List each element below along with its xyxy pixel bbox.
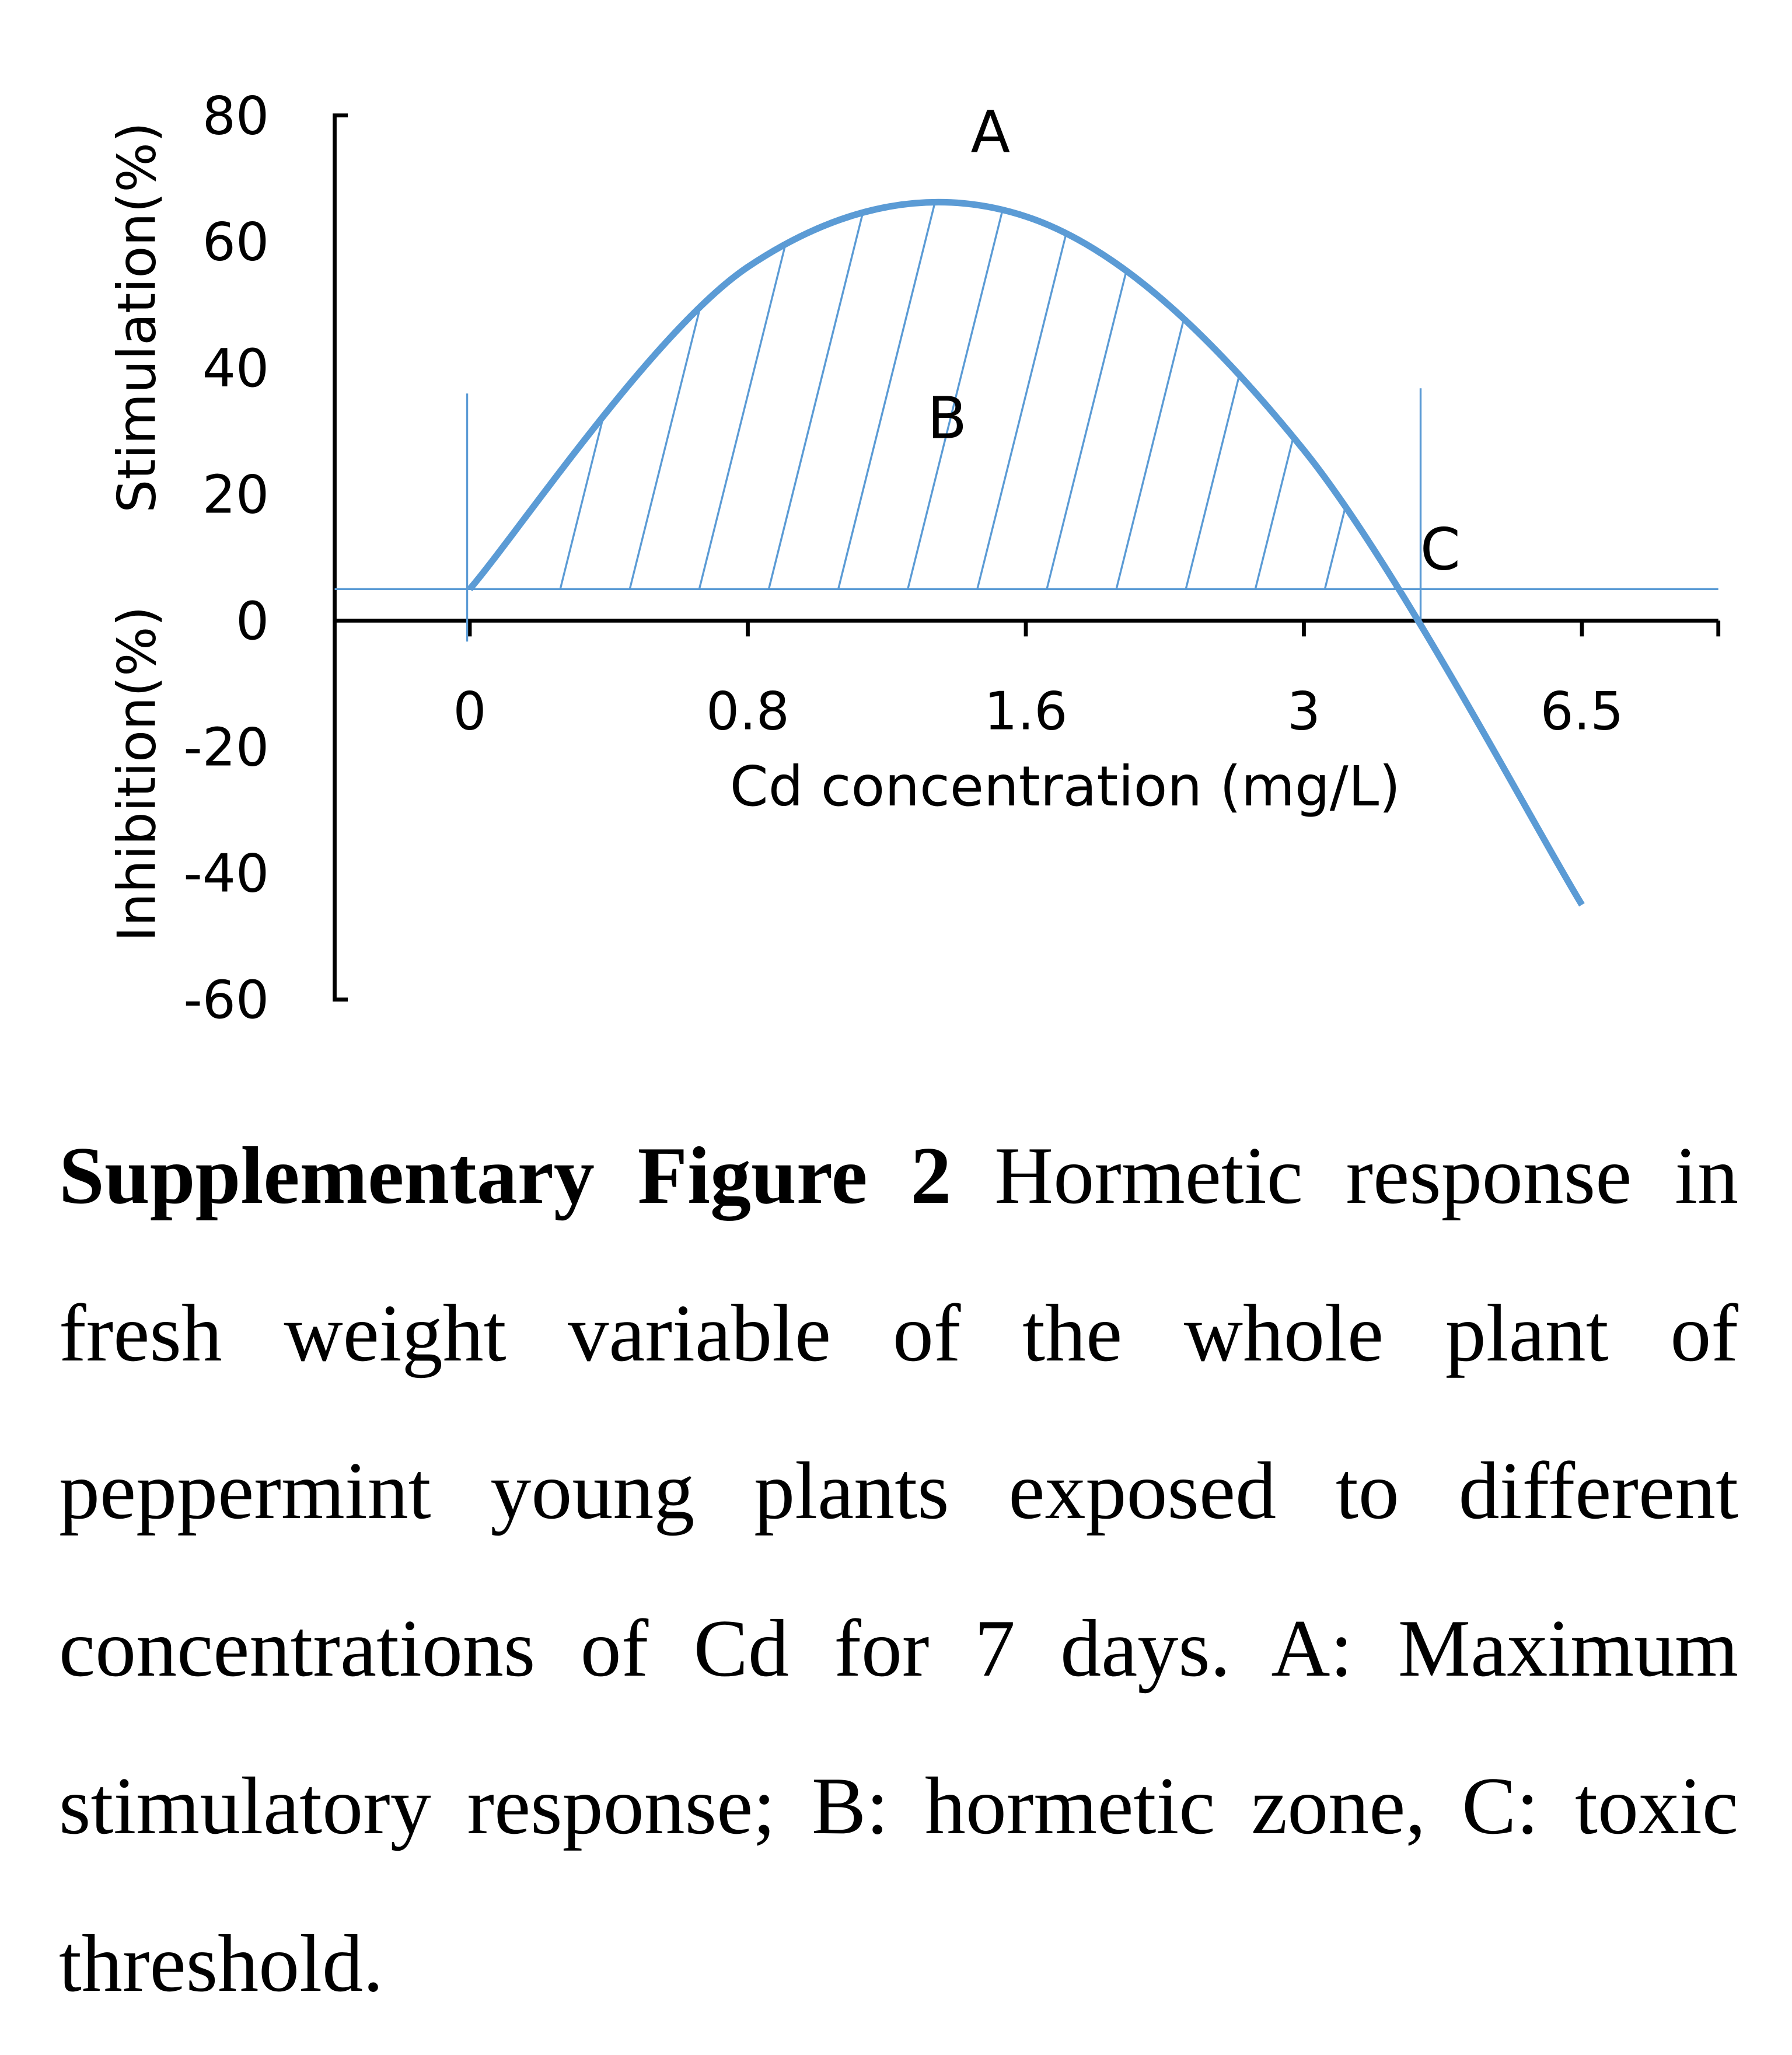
y-tick-label: 60 <box>202 212 269 273</box>
hatch-line <box>1185 202 1292 589</box>
y-tick-label: 0 <box>236 591 269 652</box>
annotation-c: C <box>1420 516 1461 583</box>
y-axis <box>333 113 348 1002</box>
y-tick-label: -60 <box>183 970 269 1031</box>
hatch-line <box>976 202 1084 589</box>
caption: Supplementary Figure 2 Hormetic response… <box>59 1097 1738 2043</box>
x-tick-label: 0 <box>453 682 486 742</box>
y-tick-label: 40 <box>202 339 269 399</box>
caption-text: Hormetic response in fresh weight variab… <box>59 1131 1739 2009</box>
hatch-line <box>837 202 945 589</box>
chart: A B C Cd concentration (mg/L) Stimulatio… <box>107 86 1721 1031</box>
hatch-line <box>559 202 666 589</box>
x-tick-label: 3 <box>1287 682 1321 742</box>
hatch-line <box>907 202 1014 589</box>
x-tick-label: 6.5 <box>1540 682 1623 742</box>
hatch-line <box>1323 202 1421 589</box>
y-axis-label-upper: Stimulation(%) <box>107 122 168 513</box>
y-axis-label-lower: Inhibition(%) <box>107 606 168 941</box>
hatch-line <box>767 202 875 589</box>
annotation-a: A <box>971 99 1011 166</box>
x-tick-label: 0.8 <box>706 682 790 742</box>
y-tick-label: -20 <box>183 717 269 778</box>
x-tick-label: 1.6 <box>984 682 1068 742</box>
annotation-b: B <box>927 385 967 452</box>
hatch-line <box>1254 202 1361 589</box>
y-tick-label: 80 <box>202 86 269 146</box>
y-tick-label: 20 <box>202 465 269 525</box>
x-axis-label: Cd concentration (mg/L) <box>730 755 1400 819</box>
line-series <box>467 198 1585 907</box>
hatch-line <box>698 202 805 589</box>
hatch-line <box>1464 169 1569 589</box>
caption-label: Supplementary Figure 2 <box>59 1131 952 1221</box>
hatch-line <box>628 202 736 589</box>
hatch-line <box>1115 202 1222 589</box>
y-tick-label: -40 <box>183 844 269 905</box>
